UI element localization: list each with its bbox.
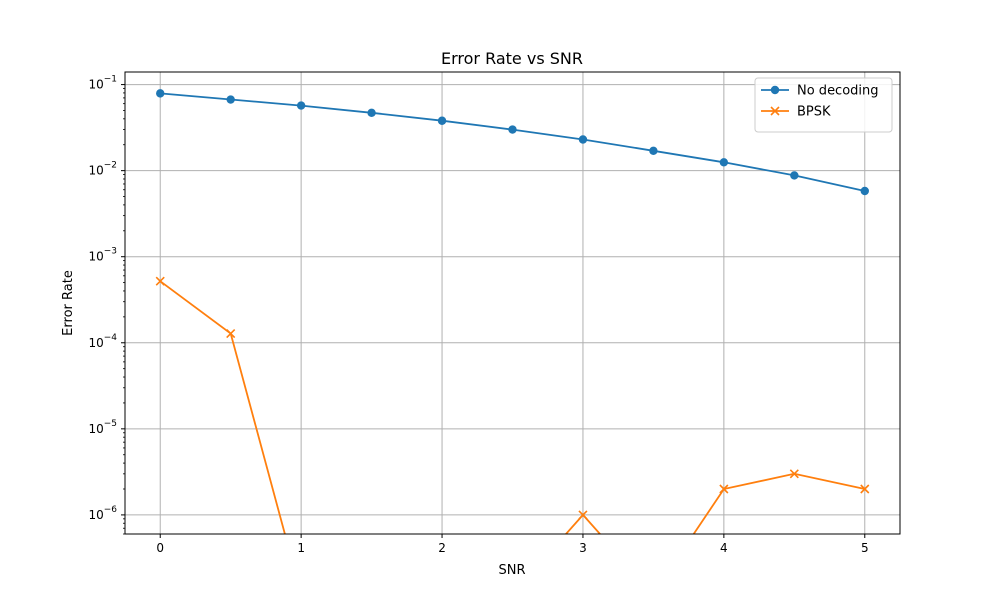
data-point: [860, 186, 869, 196]
legend-item: No decoding: [761, 84, 879, 99]
data-point: [155, 276, 165, 286]
marker-stroke: [155, 276, 165, 286]
x-tick-label: 2: [438, 541, 446, 555]
plot-frame: [124, 71, 901, 535]
chart-title: Error Rate vs SNR: [441, 49, 583, 68]
data-point: [296, 101, 306, 110]
x-tick-label: 4: [720, 541, 728, 555]
data-point: [578, 510, 588, 520]
x-tick-label: 1: [297, 541, 305, 555]
marker-stroke: [578, 510, 588, 520]
legend-box: [754, 77, 893, 133]
legend-marker: [770, 85, 780, 95]
series-bpsk: [155, 276, 870, 534]
series-layer: [155, 89, 870, 534]
data-point: [156, 89, 165, 98]
x-tick-label: 5: [861, 541, 869, 555]
data-point: [860, 484, 870, 494]
y-tick-label: 10−5: [88, 419, 117, 436]
x-axis-label: SNR: [498, 563, 525, 578]
marker-stroke: [789, 469, 799, 479]
legend-label: BPSK: [797, 105, 831, 120]
y-axis-label: Error Rate: [61, 270, 76, 336]
data-point: [508, 125, 517, 134]
y-tick-label: 10−4: [88, 333, 117, 350]
y-tick-label: 10−6: [88, 505, 117, 522]
data-point: [790, 171, 799, 180]
data-point: [437, 116, 447, 125]
x-tick-label: 0: [156, 541, 164, 555]
data-point: [719, 158, 729, 167]
y-tick-label: 10−2: [88, 161, 117, 178]
data-point: [226, 328, 236, 339]
legend-item: BPSK: [761, 105, 831, 120]
x-tick-label: 3: [579, 541, 587, 555]
series-no-decoding: [156, 89, 869, 196]
data-point: [649, 146, 658, 156]
data-point: [789, 469, 799, 479]
y-tick-label: 10−3: [88, 247, 117, 264]
legend-marker: [770, 106, 780, 116]
data-point: [226, 95, 235, 104]
y-tick-label: 10−1: [88, 75, 117, 92]
legend-label: No decoding: [797, 84, 879, 99]
tick-layer: 0 1 2 3 4 5 10−6 10−5 10−4 10−3 10−2 10−1: [88, 75, 868, 555]
series-line: [159, 280, 865, 534]
marker-stroke: [719, 484, 729, 494]
marker-stroke: [860, 484, 870, 494]
data-point: [719, 484, 729, 494]
data-point: [367, 108, 376, 117]
marker-stroke: [226, 328, 236, 339]
legend: No decoding BPSK: [754, 77, 893, 133]
data-point: [578, 135, 588, 144]
